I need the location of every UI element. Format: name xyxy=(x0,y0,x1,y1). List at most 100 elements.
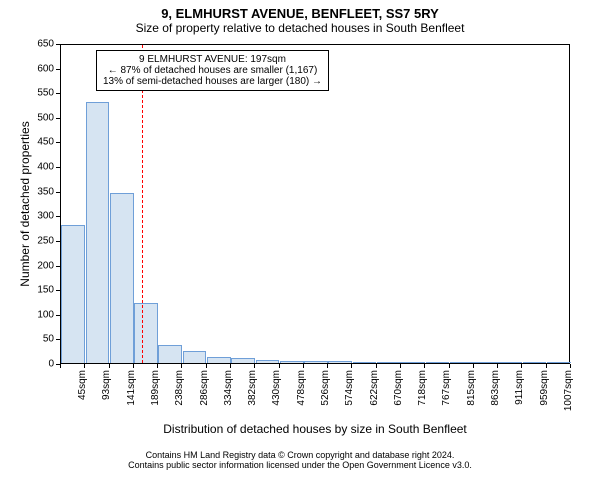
y-tick-mark xyxy=(56,142,60,143)
x-tick-label: 93sqm xyxy=(101,370,112,420)
histogram-bar xyxy=(61,225,85,363)
x-tick-mark xyxy=(497,364,498,368)
histogram-bar xyxy=(280,361,304,363)
y-tick-label: 450 xyxy=(26,137,54,148)
x-tick-label: 430sqm xyxy=(271,370,282,420)
histogram-bar xyxy=(86,102,110,363)
x-tick-label: 45sqm xyxy=(77,370,88,420)
histogram-bar xyxy=(183,351,207,363)
y-tick-mark xyxy=(56,118,60,119)
histogram-bar xyxy=(523,362,547,363)
y-tick-mark xyxy=(56,93,60,94)
y-tick-mark xyxy=(56,241,60,242)
x-tick-label: 238sqm xyxy=(174,370,185,420)
reference-line xyxy=(142,45,143,363)
histogram-bar xyxy=(474,362,498,363)
x-tick-label: 286sqm xyxy=(199,370,210,420)
histogram-bar xyxy=(328,361,352,363)
x-tick-label: 334sqm xyxy=(223,370,234,420)
histogram-bar xyxy=(401,362,425,363)
x-tick-mark xyxy=(449,364,450,368)
chart-area: Number of detached properties 0501001502… xyxy=(60,44,570,364)
histogram-bar xyxy=(498,362,522,363)
y-tick-label: 250 xyxy=(26,235,54,246)
x-tick-mark xyxy=(376,364,377,368)
x-tick-mark xyxy=(254,364,255,368)
y-tick-label: 600 xyxy=(26,63,54,74)
x-tick-label: 478sqm xyxy=(296,370,307,420)
x-tick-mark xyxy=(60,364,61,368)
y-tick-label: 400 xyxy=(26,162,54,173)
y-tick-label: 100 xyxy=(26,309,54,320)
y-tick-mark xyxy=(56,167,60,168)
y-tick-mark xyxy=(56,44,60,45)
y-tick-mark xyxy=(56,266,60,267)
histogram-bar xyxy=(231,358,255,363)
annotation-line: ← 87% of detached houses are smaller (1,… xyxy=(103,65,322,76)
histogram-bar xyxy=(304,361,328,363)
x-tick-label: 526sqm xyxy=(320,370,331,420)
annotation-line: 13% of semi-detached houses are larger (… xyxy=(103,76,322,87)
y-tick-mark xyxy=(56,290,60,291)
x-tick-label: 141sqm xyxy=(126,370,137,420)
chart-title-line1: 9, ELMHURST AVENUE, BENFLEET, SS7 5RY xyxy=(0,0,600,21)
histogram-bar xyxy=(158,345,182,363)
x-tick-label: 815sqm xyxy=(466,370,477,420)
x-tick-mark xyxy=(546,364,547,368)
histogram-bar xyxy=(426,362,450,363)
y-tick-label: 500 xyxy=(26,112,54,123)
x-tick-mark xyxy=(109,364,110,368)
x-tick-mark xyxy=(279,364,280,368)
x-tick-mark xyxy=(570,364,571,368)
x-tick-mark xyxy=(351,364,352,368)
x-tick-label: 718sqm xyxy=(417,370,428,420)
x-tick-label: 767sqm xyxy=(441,370,452,420)
x-tick-label: 574sqm xyxy=(344,370,355,420)
histogram-bar xyxy=(207,357,231,363)
y-tick-label: 150 xyxy=(26,285,54,296)
annotation-line: 9 ELMHURST AVENUE: 197sqm xyxy=(103,54,322,65)
y-tick-mark xyxy=(56,339,60,340)
y-tick-mark xyxy=(56,315,60,316)
histogram-bar xyxy=(134,303,158,363)
y-tick-mark xyxy=(56,69,60,70)
x-tick-mark xyxy=(157,364,158,368)
x-tick-mark xyxy=(400,364,401,368)
x-tick-mark xyxy=(521,364,522,368)
attribution-line1: Contains HM Land Registry data © Crown c… xyxy=(0,450,600,460)
y-tick-mark xyxy=(56,192,60,193)
histogram-bar xyxy=(353,362,377,363)
annotation-box: 9 ELMHURST AVENUE: 197sqm← 87% of detach… xyxy=(96,50,329,91)
x-tick-label: 863sqm xyxy=(490,370,501,420)
x-tick-label: 670sqm xyxy=(393,370,404,420)
histogram-bar xyxy=(110,193,134,363)
attribution-text: Contains HM Land Registry data © Crown c… xyxy=(0,450,600,470)
y-tick-label: 350 xyxy=(26,186,54,197)
x-tick-label: 911sqm xyxy=(514,370,525,420)
y-tick-label: 200 xyxy=(26,260,54,271)
x-tick-label: 189sqm xyxy=(150,370,161,420)
x-tick-mark xyxy=(327,364,328,368)
y-tick-mark xyxy=(56,216,60,217)
y-tick-label: 0 xyxy=(26,359,54,370)
x-tick-label: 959sqm xyxy=(539,370,550,420)
y-tick-label: 50 xyxy=(26,334,54,345)
histogram-bar xyxy=(450,362,474,363)
x-tick-label: 382sqm xyxy=(247,370,258,420)
x-tick-mark xyxy=(303,364,304,368)
x-tick-mark xyxy=(230,364,231,368)
y-tick-label: 300 xyxy=(26,211,54,222)
x-tick-mark xyxy=(424,364,425,368)
y-tick-label: 550 xyxy=(26,88,54,99)
x-tick-mark xyxy=(133,364,134,368)
chart-title-line2: Size of property relative to detached ho… xyxy=(0,21,600,35)
x-tick-label: 1007sqm xyxy=(563,370,574,420)
histogram-bar xyxy=(377,362,401,363)
histogram-bar xyxy=(256,360,280,363)
attribution-line2: Contains public sector information licen… xyxy=(0,460,600,470)
x-tick-label: 622sqm xyxy=(369,370,380,420)
y-tick-label: 650 xyxy=(26,39,54,50)
x-tick-mark xyxy=(473,364,474,368)
x-tick-mark xyxy=(206,364,207,368)
x-axis-label: Distribution of detached houses by size … xyxy=(60,422,570,436)
